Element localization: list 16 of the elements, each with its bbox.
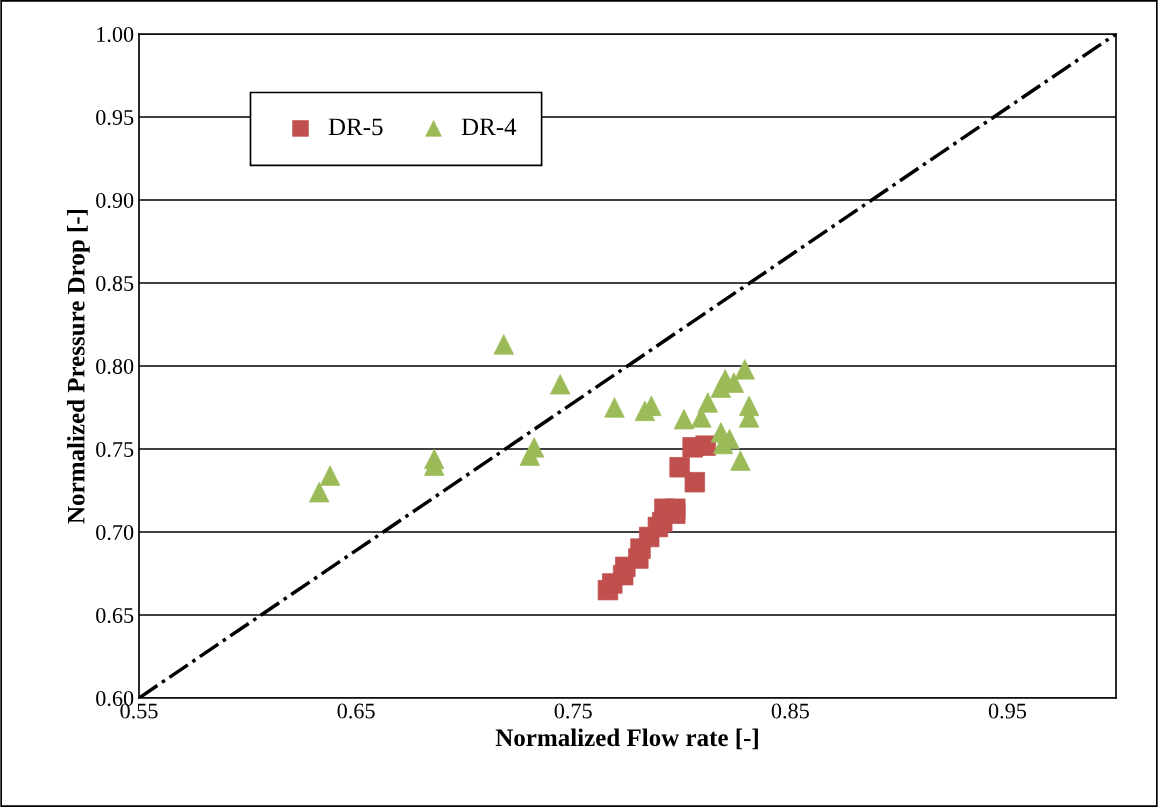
legend-label: DR-5 — [328, 118, 383, 136]
y-axis-title: Normalized Pressure Drop [-] — [67, 209, 90, 524]
y-tick-label: 1.00 — [97, 26, 134, 43]
x-tick-label: 0.95 — [988, 703, 1027, 719]
y-tick-label: 0.95 — [96, 109, 134, 126]
y-tick-label: 0.80 — [96, 358, 134, 375]
y-tick-label: 0.70 — [96, 524, 134, 541]
x-tick-label: 0.75 — [554, 703, 592, 719]
x-tick-label: 0.85 — [771, 703, 809, 719]
y-tick-label: 0.90 — [96, 192, 134, 209]
y-tick-label: 0.65 — [96, 607, 134, 624]
legend-label: DR-4 — [461, 118, 517, 136]
x-axis-title: Normalized Flow rate [-] — [495, 728, 758, 750]
x-tick-label: 0.65 — [337, 703, 375, 719]
y-tick-label: 0.75 — [96, 441, 134, 458]
y-tick-label: 0.85 — [96, 275, 134, 292]
